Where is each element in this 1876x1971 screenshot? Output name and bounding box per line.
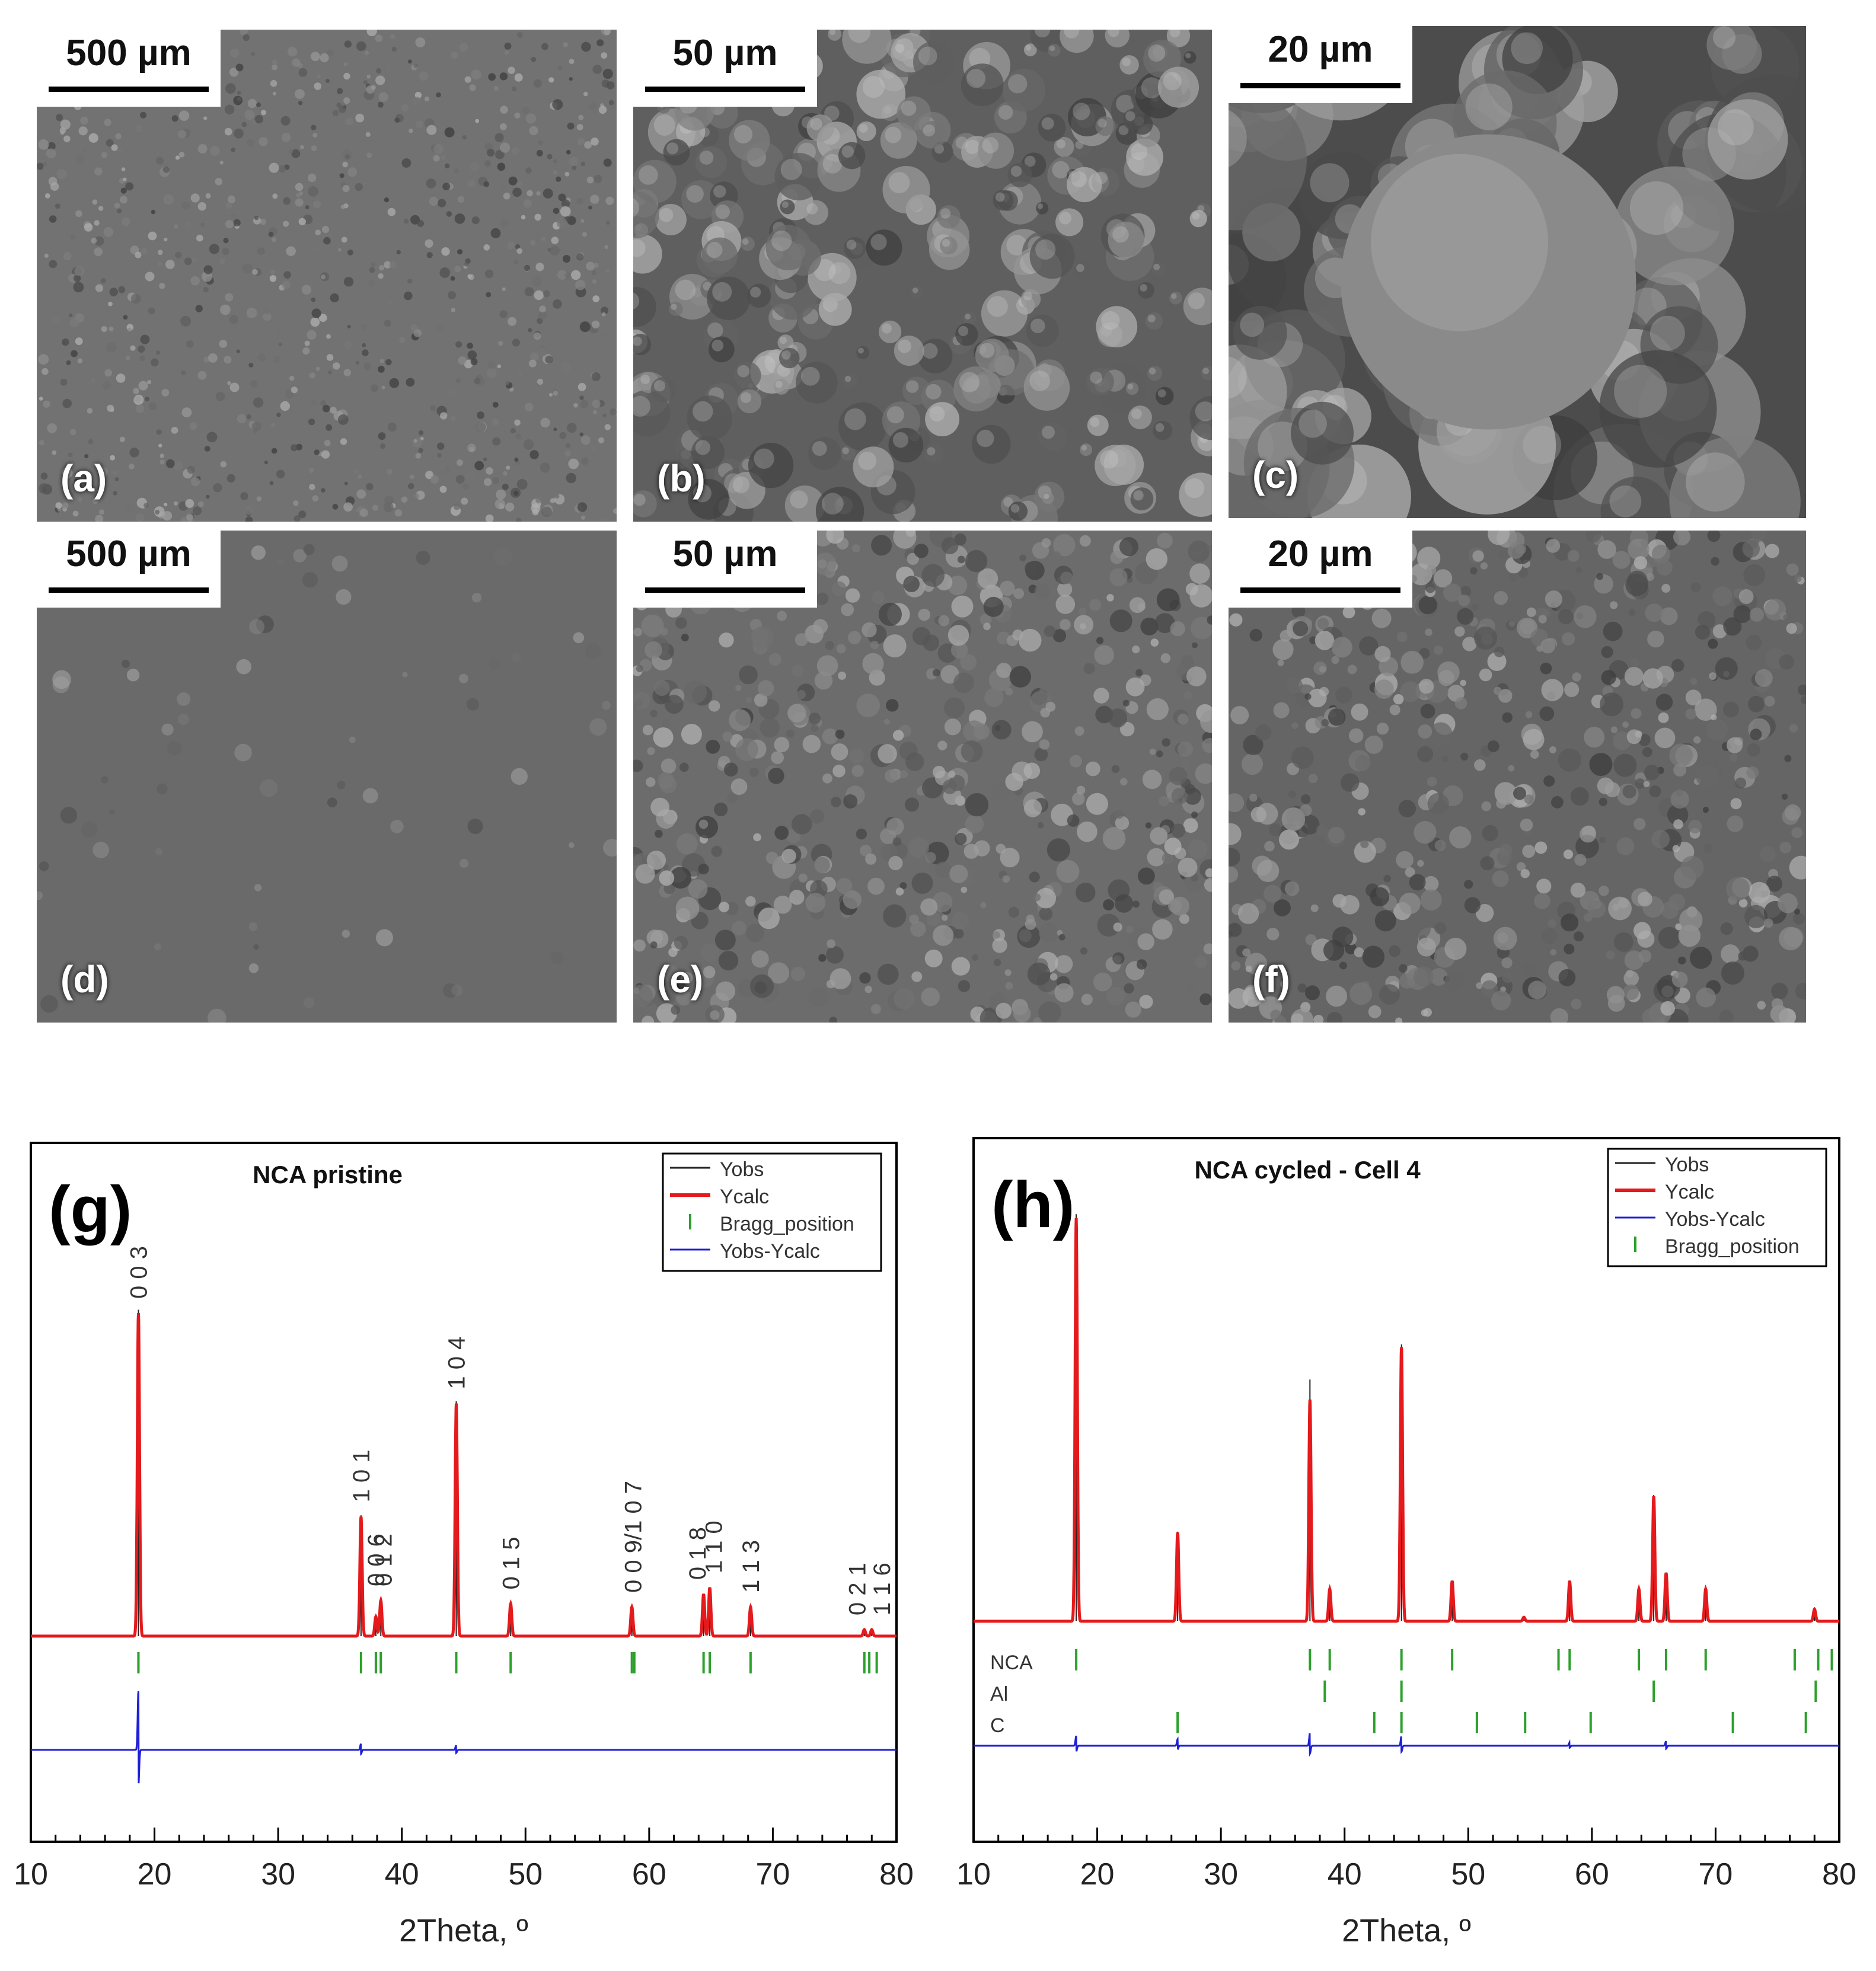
legend-item: Ycalc <box>1665 1181 1714 1203</box>
sem-image-e: 50 µm (e) <box>633 531 1212 1023</box>
scale-bar-b: 50 µm <box>633 30 817 107</box>
x-tick-label: 50 <box>1451 1857 1485 1892</box>
scale-bar-label: 50 µm <box>672 33 778 74</box>
scale-bar-line <box>645 87 805 92</box>
legend-item: Bragg_position <box>720 1213 854 1235</box>
legend-item: Yobs <box>720 1158 764 1181</box>
ycalc-line <box>31 1312 896 1638</box>
x-tick-label: 80 <box>879 1857 914 1892</box>
legend-box <box>1607 1148 1827 1267</box>
scale-bar-label: 50 µm <box>672 534 778 574</box>
legend-box <box>662 1152 882 1272</box>
hkl-label: 0 1 8 <box>685 1527 711 1580</box>
scale-bar-label: 500 µm <box>66 33 192 74</box>
scale-bar-label: 20 µm <box>1268 29 1373 70</box>
hkl-label: 1 1 6 <box>869 1563 895 1615</box>
x-tick-label: 40 <box>1328 1857 1362 1892</box>
sem-texture <box>37 533 617 1023</box>
scale-bar-d: 500 µm <box>37 531 221 608</box>
scale-bar-line <box>1240 587 1400 593</box>
legend-item: Yobs <box>1665 1154 1709 1176</box>
x-tick-label: 70 <box>756 1857 790 1892</box>
x-tick-label: 60 <box>632 1857 666 1892</box>
panel-label: (h) <box>991 1168 1074 1241</box>
hkl-label: 1 0 4 <box>444 1337 470 1389</box>
hkl-label: 0 0 3 <box>126 1246 152 1299</box>
panel-label-f: (f) <box>1252 958 1290 1001</box>
x-axis-label: 2Theta, º <box>1342 1913 1471 1948</box>
x-tick-label: 80 <box>1822 1857 1856 1892</box>
scale-bar-f: 20 µm <box>1229 531 1412 608</box>
sem-image-f: 20 µm (f) <box>1229 531 1806 1023</box>
x-tick-label: 10 <box>14 1857 48 1892</box>
hkl-label: 0 1 5 <box>498 1537 524 1590</box>
panel-label-e: (e) <box>657 958 704 1001</box>
sem-image-a: 500 µm (a) <box>37 30 617 522</box>
hkl-label: 0 0 6 <box>363 1534 390 1586</box>
legend-item: Ycalc <box>720 1186 769 1208</box>
yobs-ycalc-line <box>974 1733 1839 1757</box>
plot-frame <box>30 1142 898 1843</box>
yobs-line <box>1076 1214 1816 1621</box>
x-tick-label: 50 <box>508 1857 543 1892</box>
hkl-label: 0 2 1 <box>844 1563 870 1615</box>
plot-frame <box>972 1137 1840 1843</box>
hkl-label: 0 1 2 <box>371 1534 397 1586</box>
bragg-row-label: NCA <box>990 1651 1033 1674</box>
panel-label-a: (a) <box>60 457 107 500</box>
scale-bar-label: 20 µm <box>1268 534 1373 574</box>
bragg-row-label: C <box>990 1714 1005 1737</box>
x-axis-label: 2Theta, º <box>399 1913 528 1948</box>
x-tick-label: 30 <box>1204 1857 1238 1892</box>
x-tick-label: 60 <box>1575 1857 1609 1892</box>
panel-label: (g) <box>49 1173 132 1246</box>
x-tick-label: 40 <box>385 1857 419 1892</box>
sem-texture <box>1229 26 1806 518</box>
legend-item: Bragg_position <box>1665 1235 1800 1258</box>
panel-label-d: (d) <box>60 958 109 1001</box>
yobs-ycalc-line <box>31 1691 896 1784</box>
scale-bar-line <box>645 587 805 593</box>
panel-label-c: (c) <box>1252 453 1299 496</box>
chart-title: NCA cycled - Cell 4 <box>1195 1156 1421 1184</box>
sem-texture <box>1229 531 1806 1023</box>
x-tick-label: 70 <box>1699 1857 1733 1892</box>
x-tick-label: 10 <box>956 1857 991 1892</box>
x-tick-label: 30 <box>261 1857 295 1892</box>
hkl-label: 1 0 1 <box>349 1449 375 1502</box>
hkl-label: 1 1 3 <box>738 1540 764 1593</box>
scale-bar-label: 500 µm <box>66 534 192 574</box>
hkl-label: 0 0 9/1 0 7 <box>621 1481 647 1593</box>
legend-item: Yobs-Ycalc <box>1665 1208 1765 1231</box>
scale-bar-c: 20 µm <box>1229 26 1412 103</box>
xrd-charts: 10 20 30 40 50 60 70 80 2Theta, º NCA pristine (g)… <box>14 1137 1856 1948</box>
scale-bar-line <box>1240 83 1400 88</box>
hkl-label: 1 1 0 <box>701 1520 727 1573</box>
chart-title: NCA pristine <box>253 1161 403 1189</box>
legend-item: Yobs-Ycalc <box>720 1240 820 1263</box>
scale-bar-e: 50 µm <box>633 531 817 608</box>
sem-image-b: 50 µm (b) <box>633 30 1212 522</box>
scale-bar-a: 500 µm <box>37 30 221 107</box>
scale-bar-line <box>49 87 209 92</box>
x-tick-label: 20 <box>138 1857 172 1892</box>
panel-label-b: (b) <box>657 457 706 500</box>
sem-image-c: 20 µm (c) <box>1229 26 1806 518</box>
sem-image-d: 500 µm (d) <box>37 531 617 1023</box>
x-tick-label: 20 <box>1080 1857 1115 1892</box>
ycalc-line <box>974 1218 1839 1623</box>
bragg-row-label: Al <box>990 1683 1008 1705</box>
scale-bar-line <box>49 587 209 593</box>
